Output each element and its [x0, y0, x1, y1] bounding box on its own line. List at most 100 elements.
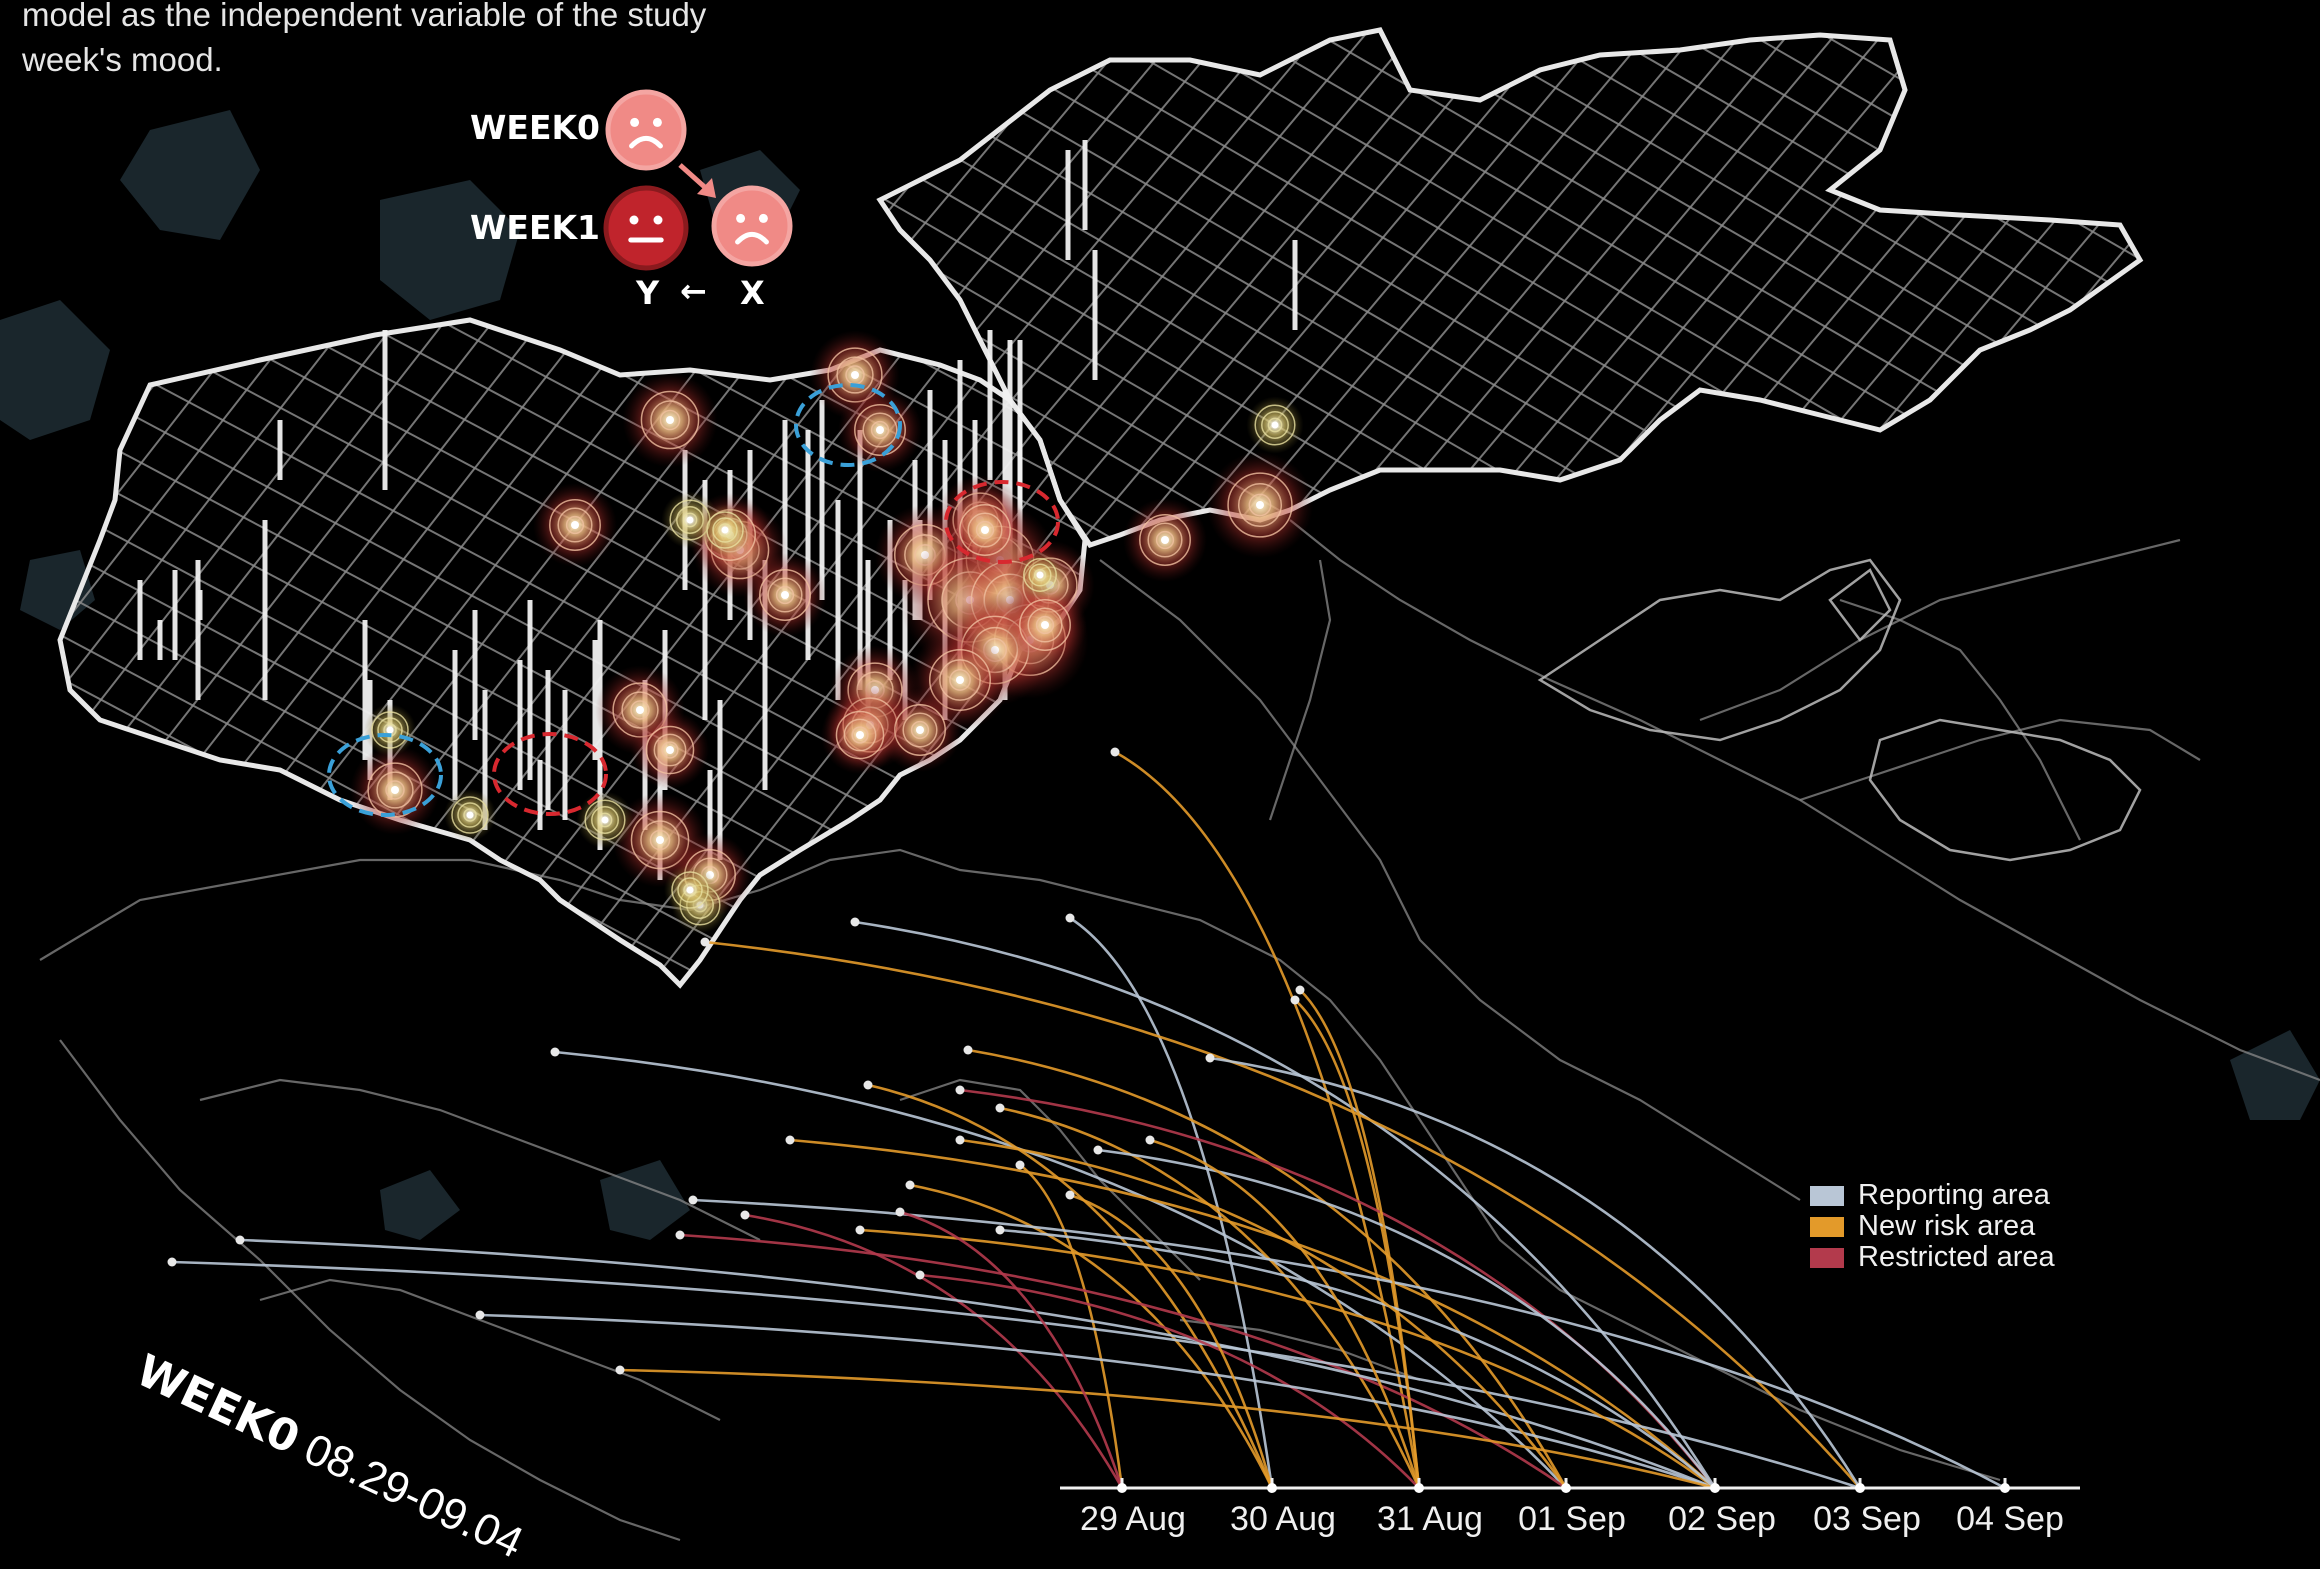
region-outline-path [59, 1039, 681, 1542]
street-line [60, 320, 1085, 833]
legend: Reporting area New risk area Restricted … [1810, 1179, 2055, 1273]
street-line [60, 320, 1085, 985]
hotspot-center [571, 521, 579, 529]
street-line [880, 30, 2140, 545]
hotspot-ring [910, 720, 930, 740]
hotspot-ring [1147, 522, 1183, 558]
hotspot-yellow-ring [463, 808, 477, 822]
timeline-tick-label: 02 Sep [1668, 1500, 1776, 1538]
flow-line [789, 1138, 1716, 1489]
street-line [60, 320, 1085, 985]
street-line [60, 570, 1085, 985]
flow-line [967, 1048, 1568, 1489]
flow-origin-dot [1290, 995, 1300, 1005]
sad-face-icon-mouth [629, 135, 663, 149]
street-line [880, 30, 2140, 545]
hotspot-ring [851, 726, 869, 744]
flow-line [171, 1260, 1861, 1490]
flow-line [959, 1138, 1568, 1489]
x-label: X [740, 274, 765, 312]
hotspot-center [851, 371, 859, 379]
timeline-tick-label: 30 Aug [1230, 1500, 1336, 1538]
street-line [880, 30, 2140, 545]
street-line [60, 320, 1085, 985]
timeline-tick-label: 04 Sep [1956, 1500, 2064, 1538]
street-line [880, 217, 2140, 545]
street-line [60, 320, 1085, 985]
hotspot-ring [630, 700, 650, 720]
timeline-tick-dot [1710, 1483, 1720, 1493]
street-line [60, 320, 1085, 985]
hotspot-center [656, 836, 664, 844]
street-line [60, 320, 1085, 985]
mood-diagram [603, 89, 793, 271]
red-dashed-circle [944, 480, 1060, 564]
timeline-tick-dot [1267, 1483, 1277, 1493]
street-line [60, 320, 1085, 565]
hotspot-ring [1155, 530, 1175, 550]
hotspot-yellow-center [1271, 421, 1279, 429]
hotspot-ring [385, 780, 405, 800]
timeline-tick-dot [2000, 1483, 2010, 1493]
water-body [0, 300, 110, 440]
flow-line [1019, 1163, 1124, 1489]
hotspot-ring [1237, 482, 1283, 528]
hotspot-ring [1035, 615, 1055, 635]
region-outline-path [1839, 598, 2081, 841]
hotspot-ring [939, 659, 981, 701]
legend-item-restricted: Restricted area [1810, 1241, 2055, 1273]
hotspot-yellow-ring [1267, 417, 1283, 433]
hotspot-yellow-ring [597, 812, 613, 828]
flow-line [999, 1228, 1716, 1489]
hotspot-ring [1019, 599, 1071, 651]
island-outline [1868, 718, 2142, 862]
hotspot-ring [862, 412, 898, 448]
sad-face-icon [711, 185, 793, 267]
flow-origin-dot [995, 1103, 1005, 1113]
street-line [880, 30, 2140, 545]
hotspot-yellow-ring [682, 512, 698, 528]
street-line [880, 30, 2140, 545]
hotspot-ring [949, 669, 971, 691]
flow-line [919, 1273, 1420, 1489]
mood-arrow-head [697, 178, 716, 198]
hotspot-ring [649, 829, 671, 851]
legend-label-new-risk: New risk area [1858, 1210, 2036, 1242]
hotspot-ring [661, 741, 679, 759]
hotspot-ring [640, 390, 700, 450]
region-outline-path [899, 1078, 1201, 1281]
street-line [60, 320, 1085, 985]
street-line [60, 320, 1085, 985]
arrow-label: ← [680, 272, 707, 310]
street-line [60, 320, 1085, 985]
hotspot-center [1256, 501, 1264, 509]
hotspot-ring [835, 710, 885, 760]
flow-origin-dot [895, 1207, 905, 1217]
flow-origin-dot [955, 1135, 965, 1145]
hotspot-yellow-ring [1261, 411, 1289, 439]
street-line [60, 604, 1085, 985]
flow-line [867, 1083, 1274, 1489]
hotspot-yellow-center [686, 516, 694, 524]
flow-origin-dot [615, 1365, 625, 1375]
street-line [60, 320, 1085, 985]
hotspot-center [981, 526, 989, 534]
flow-origin-dot [688, 1195, 698, 1205]
hotspot-ring [870, 420, 890, 440]
flow-line [704, 940, 1861, 1489]
hotspot-yellow-ring [451, 796, 489, 834]
blue-dashed-circle [327, 733, 443, 817]
